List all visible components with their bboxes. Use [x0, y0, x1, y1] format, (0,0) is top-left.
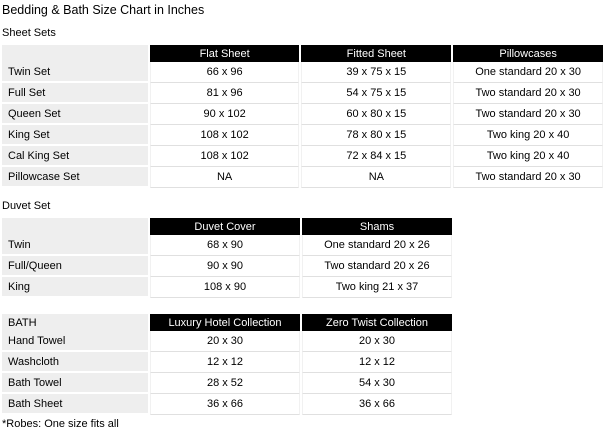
- size-cell: One standard 20 x 26: [302, 235, 452, 256]
- row-label: Cal King Set: [2, 146, 148, 167]
- size-cell: 54 x 30: [302, 373, 452, 394]
- row-label: Full/Queen: [2, 256, 148, 277]
- header-row: BATH Luxury Hotel Collection Zero Twist …: [2, 314, 452, 331]
- size-cell: Two standard 20 x 26: [302, 256, 452, 277]
- row-label: Twin Set: [2, 62, 148, 83]
- size-cell: One standard 20 x 30: [453, 62, 603, 83]
- table-row: King Set 108 x 102 78 x 80 x 15 Two king…: [2, 125, 603, 146]
- size-cell: 36 x 66: [302, 394, 452, 415]
- sheet-sets-table: Flat Sheet Fitted Sheet Pillowcases Twin…: [0, 45, 605, 188]
- row-label: Pillowcase Set: [2, 167, 148, 188]
- corner-cell: [2, 218, 148, 235]
- page-title: Bedding & Bath Size Chart in Inches: [2, 3, 205, 17]
- row-label: Twin: [2, 235, 148, 256]
- size-cell: Two standard 20 x 30: [453, 104, 603, 125]
- size-cell: 60 x 80 x 15: [301, 104, 452, 125]
- table-row: Twin 68 x 90 One standard 20 x 26: [2, 235, 452, 256]
- table-row: Full Set 81 x 96 54 x 75 x 15 Two standa…: [2, 83, 603, 104]
- size-cell: 12 x 12: [150, 352, 300, 373]
- row-label: King Set: [2, 125, 148, 146]
- table-row: Pillowcase Set NA NA Two standard 20 x 3…: [2, 167, 603, 188]
- size-cell: 108 x 90: [150, 277, 300, 298]
- size-cell: 68 x 90: [150, 235, 300, 256]
- row-label: King: [2, 277, 148, 298]
- size-cell: NA: [149, 167, 300, 188]
- size-cell: Two standard 20 x 30: [453, 167, 603, 188]
- size-cell: Two standard 20 x 30: [453, 83, 603, 104]
- corner-cell-bath-label: BATH: [2, 314, 148, 331]
- size-cell: Two king 20 x 40: [453, 146, 603, 167]
- table-row: Queen Set 90 x 102 60 x 80 x 15 Two stan…: [2, 104, 603, 125]
- size-cell: 28 x 52: [150, 373, 300, 394]
- size-cell: 108 x 102: [149, 146, 300, 167]
- table-row: Bath Towel 28 x 52 54 x 30: [2, 373, 452, 394]
- row-label: Bath Sheet: [2, 394, 148, 415]
- bath-table: BATH Luxury Hotel Collection Zero Twist …: [0, 314, 454, 415]
- size-cell: Two king 21 x 37: [302, 277, 452, 298]
- table-row: King 108 x 90 Two king 21 x 37: [2, 277, 452, 298]
- size-cell: 39 x 75 x 15: [301, 62, 452, 83]
- column-header-fitted-sheet: Fitted Sheet: [301, 45, 452, 62]
- size-cell: 12 x 12: [302, 352, 452, 373]
- row-label: Queen Set: [2, 104, 148, 125]
- table-row: Hand Towel 20 x 30 20 x 30: [2, 331, 452, 352]
- size-cell: 20 x 30: [302, 331, 452, 352]
- row-label: Hand Towel: [2, 331, 148, 352]
- size-cell: 90 x 90: [150, 256, 300, 277]
- size-cell: NA: [301, 167, 452, 188]
- section-label-sheet-sets: Sheet Sets: [2, 27, 56, 39]
- section-label-duvet-set: Duvet Set: [2, 200, 51, 212]
- row-label: Bath Towel: [2, 373, 148, 394]
- column-header-pillowcases: Pillowcases: [453, 45, 603, 62]
- duvet-set-table: Duvet Cover Shams Twin 68 x 90 One stand…: [0, 218, 454, 298]
- size-cell: 72 x 84 x 15: [301, 146, 452, 167]
- column-header-flat-sheet: Flat Sheet: [149, 45, 300, 62]
- size-cell: 66 x 96: [149, 62, 300, 83]
- size-cell: Two king 20 x 40: [453, 125, 603, 146]
- corner-cell: [2, 45, 148, 62]
- column-header-luxury-hotel: Luxury Hotel Collection: [150, 314, 300, 331]
- column-header-duvet-cover: Duvet Cover: [150, 218, 300, 235]
- table-row: Washcloth 12 x 12 12 x 12: [2, 352, 452, 373]
- row-label: Full Set: [2, 83, 148, 104]
- size-cell: 54 x 75 x 15: [301, 83, 452, 104]
- table-row: Full/Queen 90 x 90 Two standard 20 x 26: [2, 256, 452, 277]
- size-cell: 78 x 80 x 15: [301, 125, 452, 146]
- size-cell: 108 x 102: [149, 125, 300, 146]
- header-row: Flat Sheet Fitted Sheet Pillowcases: [2, 45, 603, 62]
- column-header-shams: Shams: [302, 218, 452, 235]
- robes-footnote: *Robes: One size fits all: [2, 418, 119, 430]
- table-row: Bath Sheet 36 x 66 36 x 66: [2, 394, 452, 415]
- table-row: Twin Set 66 x 96 39 x 75 x 15 One standa…: [2, 62, 603, 83]
- column-header-zero-twist: Zero Twist Collection: [302, 314, 452, 331]
- table-row: Cal King Set 108 x 102 72 x 84 x 15 Two …: [2, 146, 603, 167]
- size-cell: 81 x 96: [149, 83, 300, 104]
- size-cell: 90 x 102: [149, 104, 300, 125]
- size-cell: 36 x 66: [150, 394, 300, 415]
- row-label: Washcloth: [2, 352, 148, 373]
- header-row: Duvet Cover Shams: [2, 218, 452, 235]
- size-cell: 20 x 30: [150, 331, 300, 352]
